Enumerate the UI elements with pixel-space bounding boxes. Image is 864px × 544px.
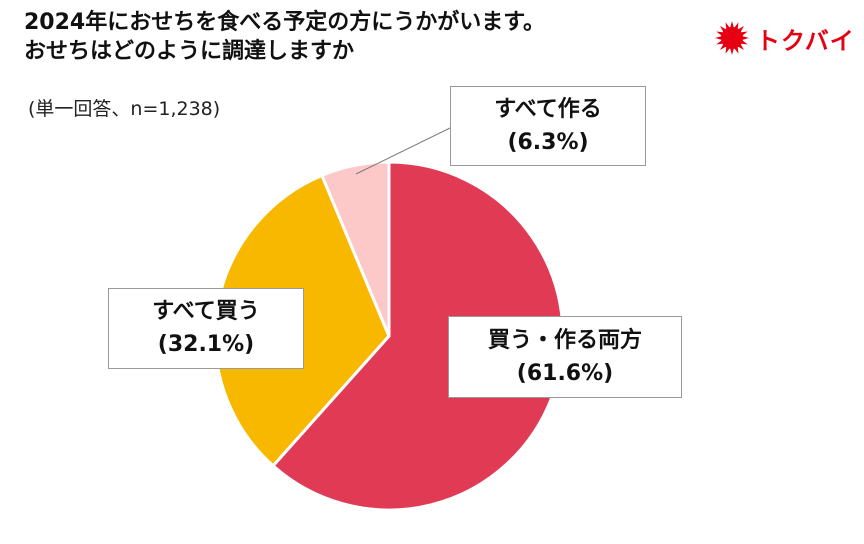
sun-burst-icon xyxy=(715,21,749,55)
tokubai-logo: トクバイ xyxy=(714,20,855,56)
sample-note: (単一回答、n=1,238) xyxy=(28,98,221,120)
pie-slice-すべて作る xyxy=(320,160,391,338)
slice-value-0: (61.6%) xyxy=(516,361,614,386)
slice-label-box-1: すべて買う (32.1%) xyxy=(108,288,304,369)
leader-line-すべて作る xyxy=(355,126,453,175)
logo-text: トクバイ xyxy=(756,26,855,55)
slice-value-2: (6.3%) xyxy=(507,130,589,155)
title-line-1: 2024年におせちを食べる予定の方にうかがいます。 xyxy=(24,10,546,35)
chart-title: 2024年におせちを食べる予定の方にうかがいます。 おせちはどのように調達します… xyxy=(24,8,545,66)
title-line-2: おせちはどのように調達しますか xyxy=(24,39,355,64)
slice-label-1: すべて買う xyxy=(152,299,260,324)
slice-label-box-0: 買う・作る両方 (61.6%) xyxy=(448,316,682,398)
pie-slice-買う・作る両方 xyxy=(271,160,565,512)
slice-value-1: (32.1%) xyxy=(157,332,255,357)
slice-label-box-2: すべて作る (6.3%) xyxy=(450,86,646,166)
slice-label-0: 買う・作る両方 xyxy=(487,328,642,353)
slice-label-2: すべて作る xyxy=(494,97,602,122)
